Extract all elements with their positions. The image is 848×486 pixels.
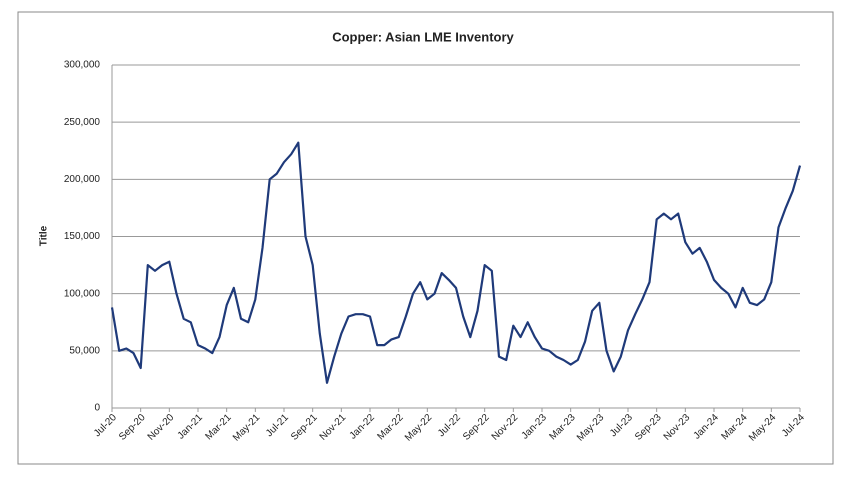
y-tick-label: 100,000 xyxy=(64,288,101,299)
y-tick-label: 300,000 xyxy=(64,60,101,71)
y-tick-label: 0 xyxy=(94,403,100,414)
y-tick-label: 200,000 xyxy=(64,174,101,185)
y-tick-label: 150,000 xyxy=(64,231,101,242)
y-tick-label: 250,000 xyxy=(64,117,101,128)
y-tick-label: 50,000 xyxy=(69,345,100,356)
chart-frame xyxy=(17,11,834,465)
chart-title: Copper: Asian LME Inventory xyxy=(332,29,514,44)
data-line xyxy=(110,141,802,384)
y-axis-label: Title xyxy=(39,225,50,246)
